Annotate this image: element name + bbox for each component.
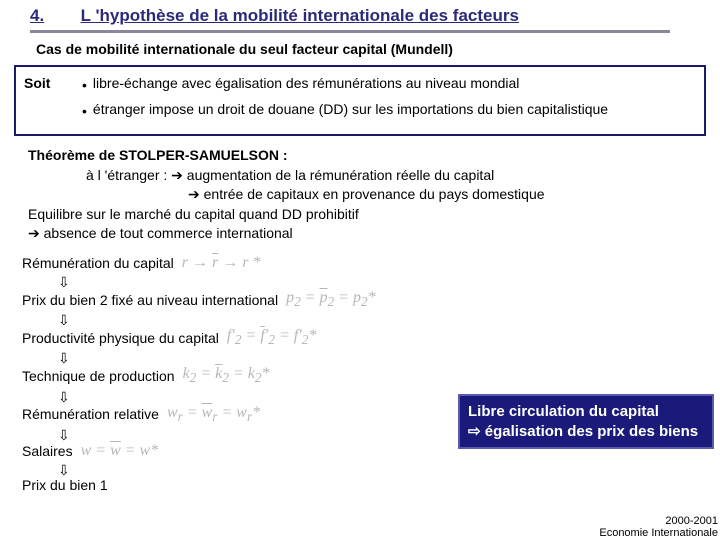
section-number: 4. [30, 6, 44, 26]
bullet-icon: • [82, 103, 87, 121]
eq-label: Technique de production [22, 368, 175, 384]
eq-math: k2 = k2 = k2* [183, 365, 270, 386]
eq-label: Rémunération relative [22, 406, 159, 422]
eq-line: Productivité physique du capital f′2 = f… [22, 327, 720, 348]
eq-line: Prix du bien 1 [22, 477, 720, 493]
eq-math: w = w = w* [81, 442, 159, 460]
eq-math: f′2 = f′2 = f′2* [227, 327, 316, 348]
eq-math: r → r → r * [182, 254, 261, 272]
list-item: • libre-échange avec égalisation des rém… [82, 75, 608, 95]
soit-list: • libre-échange avec égalisation des rém… [82, 75, 608, 126]
bullet-icon: • [82, 77, 87, 95]
summary-line: ⇨ égalisation des prix des biens [468, 422, 704, 442]
eq-math: wr = wr = wr* [167, 404, 260, 425]
footer-year: 2000-2001 [599, 515, 718, 528]
soit-label: Soit [24, 75, 62, 126]
eq-label: Prix du bien 2 fixé au niveau internatio… [22, 292, 278, 308]
list-item-text: étranger impose un droit de douane (DD) … [93, 101, 608, 119]
list-item: • étranger impose un droit de douane (DD… [82, 101, 608, 121]
eq-label: Productivité physique du capital [22, 330, 219, 346]
theorem-head: Théorème de STOLPER-SAMUELSON : [28, 146, 702, 166]
summary-box: Libre circulation du capital ⇨ égalisati… [458, 394, 714, 449]
eq-label: Salaires [22, 443, 73, 459]
theorem-line: ➔ absence de tout commerce international [28, 224, 702, 244]
footer: 2000-2001 Economie Internationale [599, 515, 720, 540]
subtitle: Cas de mobilité internationale du seul f… [36, 41, 720, 57]
theorem-line: Equilibre sur le marché du capital quand… [28, 205, 702, 225]
theorem-line: ➔ entrée de capitaux en provenance du pa… [188, 185, 702, 205]
theorem-block: Théorème de STOLPER-SAMUELSON : à l 'étr… [28, 146, 702, 244]
eq-line: Prix du bien 2 fixé au niveau internatio… [22, 289, 720, 310]
page-title: L 'hypothèse de la mobilité internationa… [81, 6, 519, 26]
eq-label: Rémunération du capital [22, 255, 174, 271]
eq-math: p2 = p2 = p2* [286, 289, 376, 310]
eq-line: Rémunération du capital r → r → r * [22, 254, 720, 272]
soit-box: Soit • libre-échange avec égalisation de… [14, 65, 706, 136]
summary-line: Libre circulation du capital [468, 402, 704, 422]
list-item-text: libre-échange avec égalisation des rémun… [93, 75, 520, 93]
footer-course: Economie Internationale [599, 527, 718, 540]
eq-label: Prix du bien 1 [22, 477, 108, 493]
equations-block: Rémunération du capital r → r → r * ⇩ Pr… [22, 254, 720, 493]
title-rule [30, 30, 670, 33]
eq-line: Technique de production k2 = k2 = k2* [22, 365, 720, 386]
theorem-line: à l 'étranger : ➔ augmentation de la rém… [86, 166, 702, 186]
